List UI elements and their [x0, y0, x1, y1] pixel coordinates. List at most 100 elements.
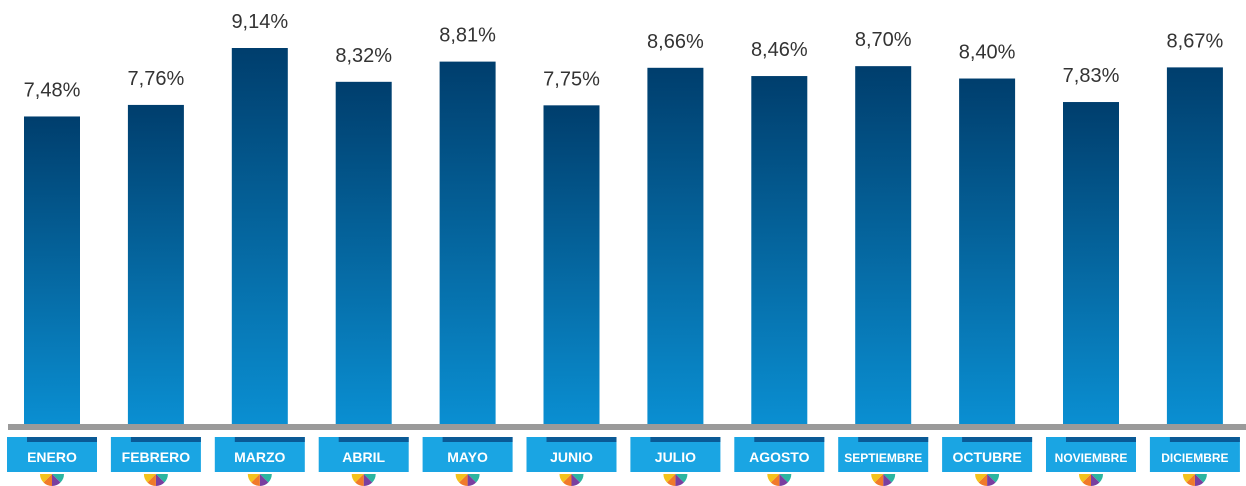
badge-icon — [251, 474, 260, 486]
badge-icon — [571, 474, 580, 486]
badge-icon — [987, 474, 996, 486]
badge-icon — [1091, 474, 1103, 483]
badge-icon — [147, 474, 156, 486]
category-box — [1046, 437, 1136, 472]
badge-icon — [1194, 474, 1204, 486]
category-stripe — [650, 437, 721, 442]
badge-icon — [883, 474, 892, 486]
bar — [751, 76, 808, 425]
x-tick-label: FEBRERO — [122, 449, 191, 465]
badge-icon — [779, 474, 792, 483]
badge-icon — [571, 474, 584, 483]
x-tick-label: ENERO — [27, 449, 77, 465]
category-box — [1149, 437, 1240, 472]
badge-icon — [675, 474, 684, 486]
x-tick-label: DICIEMBRE — [1161, 451, 1228, 465]
category-stripe — [338, 437, 409, 442]
value-label: 7,83% — [1063, 65, 1120, 87]
badge-icon — [1082, 474, 1091, 486]
badge-icon — [871, 474, 884, 483]
x-tick-label: AGOSTO — [749, 449, 810, 465]
value-label: 7,48% — [24, 79, 81, 101]
baseline — [8, 424, 1246, 430]
category-box — [7, 437, 97, 472]
badge-icon — [675, 474, 688, 483]
bar — [127, 104, 184, 425]
badge-icon — [767, 474, 780, 483]
value-label: 8,67% — [1167, 30, 1224, 52]
bar — [335, 81, 392, 425]
badge-icon — [52, 474, 64, 483]
badge-icon — [355, 474, 364, 486]
category-box — [526, 437, 617, 472]
badge-icon — [1182, 474, 1195, 483]
badge-icon — [363, 474, 376, 483]
badge-icon — [563, 474, 572, 486]
x-tick-label: MARZO — [234, 449, 285, 465]
value-label: 8,46% — [751, 39, 808, 61]
bar — [231, 48, 288, 425]
category-stripe — [962, 437, 1033, 442]
category-box — [838, 437, 929, 472]
value-label: 8,70% — [855, 29, 912, 51]
x-tick-label: JUNIO — [550, 449, 593, 465]
badge-icon — [247, 474, 260, 483]
bar — [543, 105, 600, 426]
value-label: 7,75% — [543, 68, 600, 90]
badge-icon — [40, 474, 52, 483]
category-box — [734, 437, 825, 472]
badge-icon — [1091, 474, 1100, 486]
badge-icon — [455, 474, 468, 483]
bar — [24, 116, 80, 425]
badge-icon — [351, 474, 364, 483]
badge-icon — [52, 474, 61, 486]
value-label: 8,40% — [959, 42, 1016, 64]
badge-icon — [259, 474, 269, 486]
value-label: 7,76% — [128, 68, 185, 90]
category-box — [942, 437, 1033, 472]
category-box — [422, 437, 513, 472]
badge-icon — [1186, 474, 1195, 486]
badge-icon — [559, 474, 572, 483]
x-tick-label: JULIO — [655, 449, 696, 465]
value-label: 8,81% — [439, 25, 496, 47]
badge-icon — [770, 474, 780, 486]
category-stripe — [27, 437, 97, 442]
badge-icon — [883, 474, 896, 483]
badge-icon — [259, 474, 272, 483]
value-label: 8,66% — [647, 31, 704, 53]
badge-icon — [975, 474, 988, 483]
badge-icon — [467, 474, 477, 486]
badge-icon — [987, 474, 1000, 483]
category-stripe — [1169, 437, 1240, 442]
bar — [647, 67, 704, 425]
category-stripe — [1066, 437, 1136, 442]
badge-icon — [978, 474, 988, 486]
category-stripe — [858, 437, 929, 442]
badge-icon — [363, 474, 373, 486]
badge-icon — [779, 474, 788, 486]
category-stripe — [130, 437, 201, 442]
badge-icon — [143, 474, 156, 483]
category-stripe — [442, 437, 513, 442]
bar — [959, 78, 1016, 425]
badge-icon — [459, 474, 468, 486]
badge-icon — [467, 474, 480, 483]
value-label: 9,14% — [231, 11, 288, 33]
category-box — [110, 437, 201, 472]
badge-icon — [1079, 474, 1091, 483]
value-label: 8,32% — [335, 45, 392, 67]
badge-icon — [43, 474, 52, 486]
badge-icon — [155, 474, 168, 483]
bar — [855, 66, 912, 425]
category-box — [630, 437, 721, 472]
badge-icon — [874, 474, 884, 486]
bar — [439, 61, 496, 425]
x-tick-label: ABRIL — [342, 449, 385, 465]
badge-icon — [1194, 474, 1207, 483]
category-stripe — [234, 437, 305, 442]
category-box — [214, 437, 305, 472]
category-box — [318, 437, 409, 472]
badge-icon — [155, 474, 165, 486]
